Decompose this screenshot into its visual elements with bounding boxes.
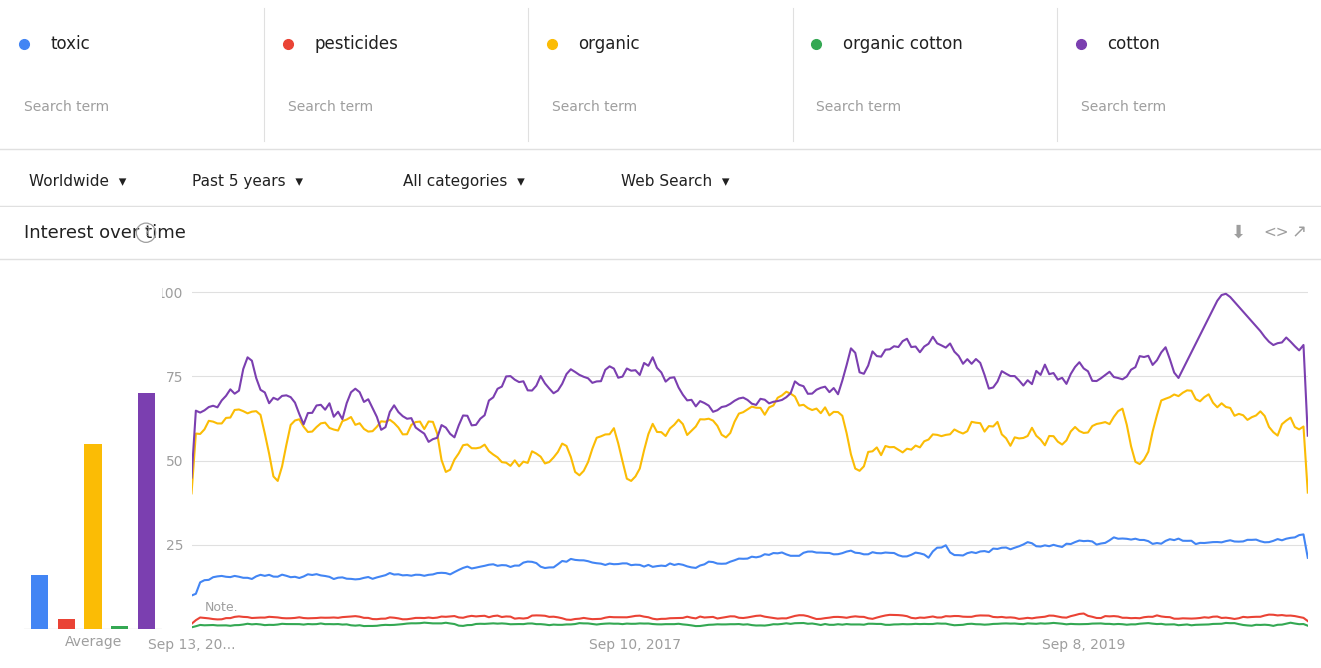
Text: organic cotton: organic cotton (843, 35, 963, 53)
Text: ⬇: ⬇ (1231, 224, 1246, 242)
Bar (58, 619, 75, 629)
Text: pesticides: pesticides (314, 35, 398, 53)
Text: <>: <> (1263, 225, 1288, 240)
Bar (32, 575, 49, 629)
Text: ↗: ↗ (1292, 224, 1306, 242)
Text: Web Search  ▾: Web Search ▾ (621, 174, 729, 188)
Text: cotton: cotton (1107, 35, 1160, 53)
Text: organic: organic (579, 35, 641, 53)
Text: Note.: Note. (205, 601, 238, 614)
Text: All categories  ▾: All categories ▾ (403, 174, 524, 188)
Text: Worldwide  ▾: Worldwide ▾ (29, 174, 127, 188)
Text: Past 5 years  ▾: Past 5 years ▾ (192, 174, 303, 188)
Text: Interest over time: Interest over time (24, 224, 186, 242)
Text: Search term: Search term (24, 100, 108, 114)
Bar (137, 393, 155, 629)
Text: Search term: Search term (816, 100, 901, 114)
Text: Search term: Search term (552, 100, 637, 114)
Text: ?: ? (143, 226, 149, 239)
Bar (111, 626, 128, 629)
Text: Search term: Search term (1081, 100, 1165, 114)
X-axis label: Average: Average (65, 635, 122, 649)
Bar (85, 444, 102, 629)
Text: Search term: Search term (288, 100, 373, 114)
Text: toxic: toxic (50, 35, 90, 53)
